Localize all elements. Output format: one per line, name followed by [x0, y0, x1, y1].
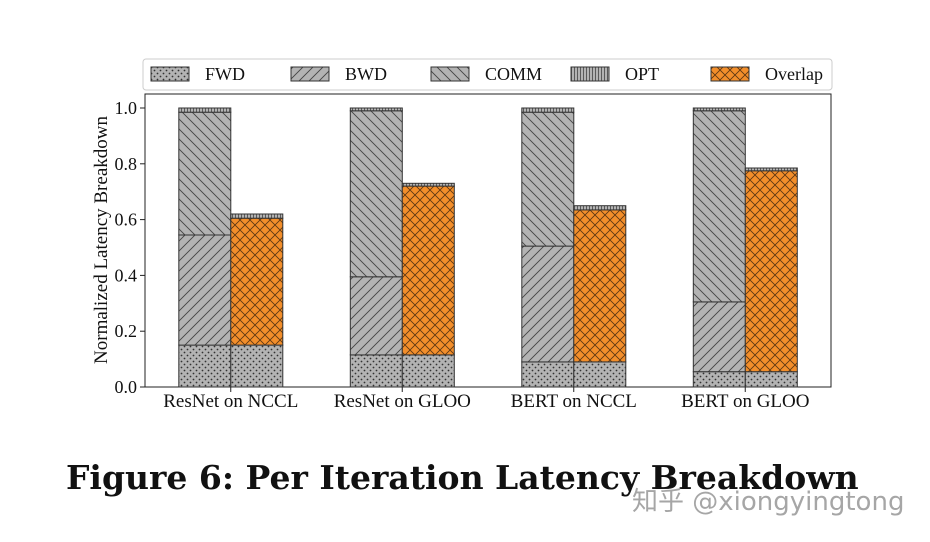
bar-resnet-on-nccl-overlapped-opt [230, 213, 284, 219]
bar-bert-on-gloo-overlapped-opt [744, 167, 798, 172]
x-tick-label: ResNet on GLOO [334, 391, 471, 412]
bar-resnet-on-nccl-sequential-fwd [178, 344, 232, 388]
bar-bert-on-gloo-overlapped-overlap [744, 170, 798, 373]
bar-bert-on-nccl-sequential-opt [521, 107, 575, 113]
bar-bert-on-gloo-sequential-comm [692, 110, 746, 303]
legend-swatch-fwd [150, 66, 190, 82]
bar-bert-on-nccl-overlapped-fwd [573, 361, 627, 388]
x-tick-label: ResNet on NCCL [163, 391, 298, 412]
legend-swatch-bwd [290, 66, 330, 82]
bar-resnet-on-gloo-overlapped-fwd [401, 354, 455, 388]
bar-bert-on-gloo-sequential-opt [692, 107, 746, 112]
bar-bert-on-nccl-overlapped-overlap [573, 209, 627, 363]
x-axis: ResNet on NCCL ResNet on GLOO BERT on NCCL… [163, 387, 809, 412]
legend-label-fwd: FWD [205, 64, 245, 84]
legend-label-overlap: Overlap [765, 64, 823, 84]
figure-caption: Figure 6: Per Iteration Latency Breakdow… [66, 458, 859, 497]
bar-resnet-on-gloo-overlapped-opt [401, 182, 455, 187]
bar-bert-on-nccl-sequential-fwd [521, 361, 575, 388]
bar-resnet-on-gloo-sequential-bwd [349, 276, 403, 356]
y-tick-label: 1.0 [115, 98, 138, 118]
bar-resnet-on-nccl-sequential-comm [178, 111, 232, 236]
legend-swatch-comm [430, 66, 470, 82]
x-tick-label: BERT on GLOO [681, 391, 809, 412]
y-axis-label: Normalized Latency Breakdown [91, 116, 112, 364]
bar-resnet-on-gloo-sequential-comm [349, 110, 403, 278]
y-tick-label: 0.4 [115, 265, 138, 285]
legend-swatch-opt [570, 66, 610, 82]
legend-label-bwd: BWD [345, 64, 387, 84]
bar-bert-on-gloo-overlapped-fwd [744, 371, 798, 388]
bar-resnet-on-gloo-sequential-fwd [349, 354, 403, 388]
bars-layer [178, 107, 798, 388]
plot-frame [144, 93, 832, 388]
y-tick-label: 0.6 [115, 210, 138, 230]
legend-swatch-overlap [710, 66, 750, 82]
y-tick-label: 0.2 [115, 321, 138, 341]
bar-bert-on-gloo-sequential-fwd [692, 371, 746, 388]
bar-resnet-on-nccl-overlapped-fwd [230, 344, 284, 388]
legend-label-comm: COMM [485, 64, 542, 84]
bar-resnet-on-nccl-overlapped-overlap [230, 217, 284, 346]
legend-label-opt: OPT [625, 64, 659, 84]
y-tick-label: 0.8 [115, 154, 138, 174]
bar-resnet-on-gloo-sequential-opt [349, 107, 403, 112]
legend: FWD BWD COMM OPT Overlap [150, 64, 823, 84]
y-tick-label: 0.0 [115, 377, 138, 397]
bar-resnet-on-nccl-sequential-bwd [178, 234, 232, 346]
bar-bert-on-nccl-sequential-bwd [521, 245, 575, 363]
bar-resnet-on-nccl-sequential-opt [178, 107, 232, 113]
bar-resnet-on-gloo-overlapped-overlap [401, 185, 455, 356]
x-tick-label: BERT on NCCL [511, 391, 637, 412]
y-axis: 0.0 0.2 0.4 0.6 0.8 1.0 [115, 98, 145, 397]
bar-bert-on-gloo-sequential-bwd [692, 301, 746, 373]
bar-bert-on-nccl-sequential-comm [521, 111, 575, 247]
bar-bert-on-nccl-overlapped-opt [573, 205, 627, 211]
watermark: 知乎 @xiongyingtong [632, 487, 905, 517]
